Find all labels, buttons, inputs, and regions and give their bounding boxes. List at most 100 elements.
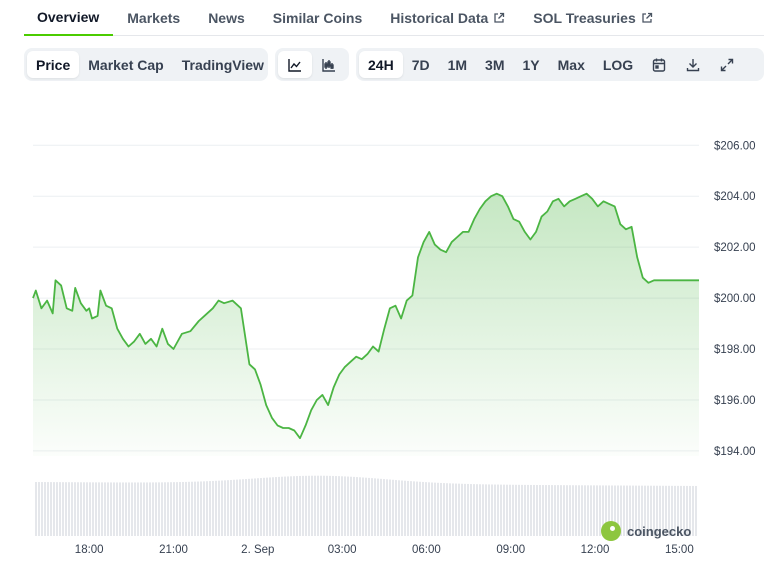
volume-bar bbox=[62, 482, 64, 536]
volume-bar bbox=[464, 483, 466, 536]
volume-bar bbox=[395, 480, 397, 536]
view-tradingview-button[interactable]: TradingView bbox=[181, 56, 264, 73]
volume-bar bbox=[680, 485, 682, 536]
range-log-button[interactable]: LOG bbox=[602, 56, 634, 73]
volume-bar bbox=[65, 482, 67, 536]
volume-bar bbox=[152, 482, 154, 536]
y-tick-label: $204.00 bbox=[714, 191, 756, 203]
volume-bar bbox=[497, 484, 499, 536]
volume-bar bbox=[59, 482, 61, 536]
candlestick-chart-icon[interactable] bbox=[312, 51, 346, 78]
volume-bar bbox=[458, 483, 460, 536]
volume-bar bbox=[641, 485, 643, 536]
volume-bar bbox=[272, 477, 274, 536]
download-icon[interactable] bbox=[676, 51, 710, 78]
tab-sol-treasuries[interactable]: SOL Treasuries bbox=[519, 0, 666, 36]
volume-bar bbox=[614, 485, 616, 536]
tab-news[interactable]: News bbox=[194, 0, 259, 36]
volume-bar bbox=[422, 481, 424, 536]
volume-bar bbox=[326, 475, 328, 536]
volume-bar bbox=[506, 484, 508, 536]
volume-bar bbox=[158, 482, 160, 536]
volume-bar bbox=[335, 476, 337, 536]
external-link-icon bbox=[488, 12, 505, 24]
volume-bar bbox=[86, 482, 88, 536]
volume-bar bbox=[284, 476, 286, 536]
volume-bar bbox=[230, 479, 232, 536]
range-7d-button[interactable]: 7D bbox=[411, 56, 430, 73]
volume-bar bbox=[596, 485, 598, 536]
volume-bar bbox=[146, 482, 148, 536]
fullscreen-icon[interactable] bbox=[710, 51, 744, 78]
volume-bar bbox=[269, 477, 271, 536]
volume-bar bbox=[299, 475, 301, 536]
price-chart[interactable]: $206.00 $204.00 $202.00 $200.00 $198.00 $196.… bbox=[0, 100, 784, 574]
volume-bar bbox=[257, 478, 259, 536]
volume-bar bbox=[548, 485, 550, 536]
volume-bar bbox=[476, 484, 478, 536]
volume-bar bbox=[293, 476, 295, 536]
y-tick-label: $200.00 bbox=[714, 293, 756, 305]
volume-bar bbox=[134, 482, 136, 536]
tab-similar-coins[interactable]: Similar Coins bbox=[259, 0, 376, 36]
calendar-icon[interactable] bbox=[642, 51, 676, 78]
volume-bar bbox=[551, 485, 553, 536]
volume-bar bbox=[317, 475, 319, 536]
volume-bar bbox=[179, 482, 181, 536]
range-1m-button[interactable]: 1M bbox=[447, 56, 468, 73]
chart-type-group bbox=[275, 48, 349, 81]
volume-bar bbox=[599, 485, 601, 536]
chart-toolbar: Price Market Cap TradingView 24H 7D 1M 3M 1Y Ma… bbox=[24, 48, 764, 81]
volume-bar bbox=[83, 482, 85, 536]
volume-bar bbox=[455, 483, 457, 536]
range-max-button[interactable]: Max bbox=[557, 56, 585, 73]
volume-bar bbox=[92, 482, 94, 536]
volume-bar bbox=[368, 477, 370, 536]
range-3m-button[interactable]: 3M bbox=[485, 56, 505, 73]
volume-bar bbox=[404, 480, 406, 536]
volume-bar bbox=[77, 482, 79, 536]
volume-bar bbox=[452, 483, 454, 536]
volume-bar bbox=[512, 484, 514, 536]
tab-bar: Overview Markets News Similar Coins Historic… bbox=[24, 0, 764, 36]
volume-bar bbox=[290, 476, 292, 536]
range-1y-button[interactable]: 1Y bbox=[522, 56, 540, 73]
volume-bar bbox=[167, 482, 169, 536]
tab-overview[interactable]: Overview bbox=[24, 0, 114, 36]
volume-bar bbox=[125, 482, 127, 536]
volume-bar bbox=[413, 481, 415, 536]
volume-bar bbox=[488, 484, 490, 536]
tab-historical-data[interactable]: Historical Data bbox=[376, 0, 519, 36]
price-line bbox=[32, 192, 699, 440]
volume-bar bbox=[686, 485, 688, 536]
volume-bar bbox=[155, 482, 157, 536]
volume-bar bbox=[104, 482, 106, 536]
volume-bar bbox=[503, 484, 505, 536]
volume-bar bbox=[560, 485, 562, 536]
volume-bar bbox=[107, 482, 109, 536]
volume-bar bbox=[536, 484, 538, 536]
view-price-button[interactable]: Price bbox=[27, 51, 80, 78]
volume-bar bbox=[374, 478, 376, 536]
volume-bar bbox=[89, 482, 91, 536]
tab-label: News bbox=[208, 10, 245, 26]
volume-bar bbox=[314, 475, 316, 536]
volume-bar bbox=[473, 484, 475, 536]
volume-bar bbox=[227, 480, 229, 536]
range-24h-button[interactable]: 24H bbox=[359, 51, 403, 78]
volume-bar bbox=[245, 479, 247, 536]
volume-bar bbox=[584, 485, 586, 536]
volume-bar bbox=[479, 484, 481, 536]
volume-bar bbox=[74, 482, 76, 536]
volume-bar bbox=[515, 484, 517, 536]
line-chart-icon[interactable] bbox=[278, 51, 312, 78]
volume-bar bbox=[308, 475, 310, 536]
tab-markets[interactable]: Markets bbox=[113, 0, 194, 36]
x-tick-label: 2. Sep bbox=[241, 544, 274, 556]
volume-bar bbox=[278, 476, 280, 536]
volume-bar bbox=[530, 484, 532, 536]
volume-bar bbox=[569, 485, 571, 536]
view-market-cap-button[interactable]: Market Cap bbox=[88, 56, 164, 73]
volume-bar bbox=[410, 481, 412, 536]
volume-bar bbox=[143, 482, 145, 536]
